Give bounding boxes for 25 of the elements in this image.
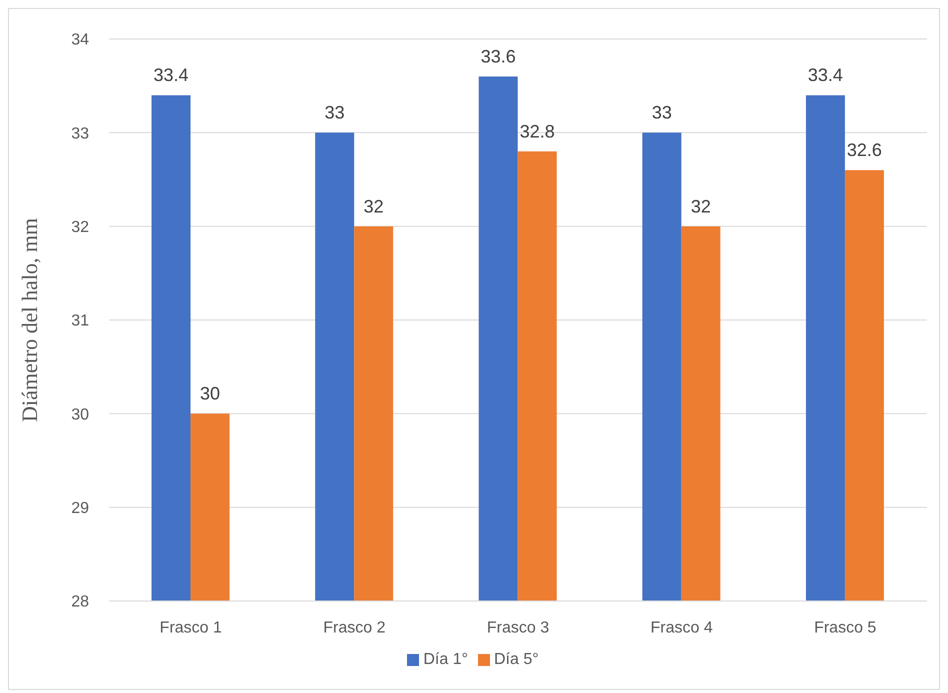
data-label: 32 <box>690 196 711 216</box>
data-label: 33.6 <box>480 46 516 66</box>
y-tick-label: 28 <box>71 594 90 611</box>
x-tick-label: Frasco 1 <box>160 619 222 636</box>
data-label: 33.4 <box>808 65 843 86</box>
data-label: 32 <box>364 196 384 216</box>
y-tick-label: 31 <box>71 312 90 330</box>
x-tick-label: Frasco 5 <box>814 619 876 636</box>
data-label: 33 <box>324 102 345 123</box>
y-tick-label: 30 <box>71 406 90 424</box>
legend-label: Día 1° <box>423 651 468 668</box>
data-label: 33.4 <box>154 65 189 86</box>
data-label: 32.6 <box>846 140 882 160</box>
data-label: 32.8 <box>520 121 555 142</box>
x-tick-label: Frasco 4 <box>650 619 713 636</box>
y-axis-title: Diámetro del halo, mm <box>16 218 42 422</box>
data-label: 33 <box>652 102 672 123</box>
y-tick-label: 33 <box>71 125 90 142</box>
data-label: 30 <box>200 384 220 404</box>
legend-label: Día 5° <box>494 651 539 668</box>
y-tick-label: 29 <box>71 500 90 518</box>
x-tick-label: Frasco 3 <box>486 619 550 636</box>
y-tick-label: 32 <box>71 219 90 236</box>
y-tick-label: 34 <box>71 32 90 49</box>
x-tick-label: Frasco 2 <box>323 619 386 636</box>
